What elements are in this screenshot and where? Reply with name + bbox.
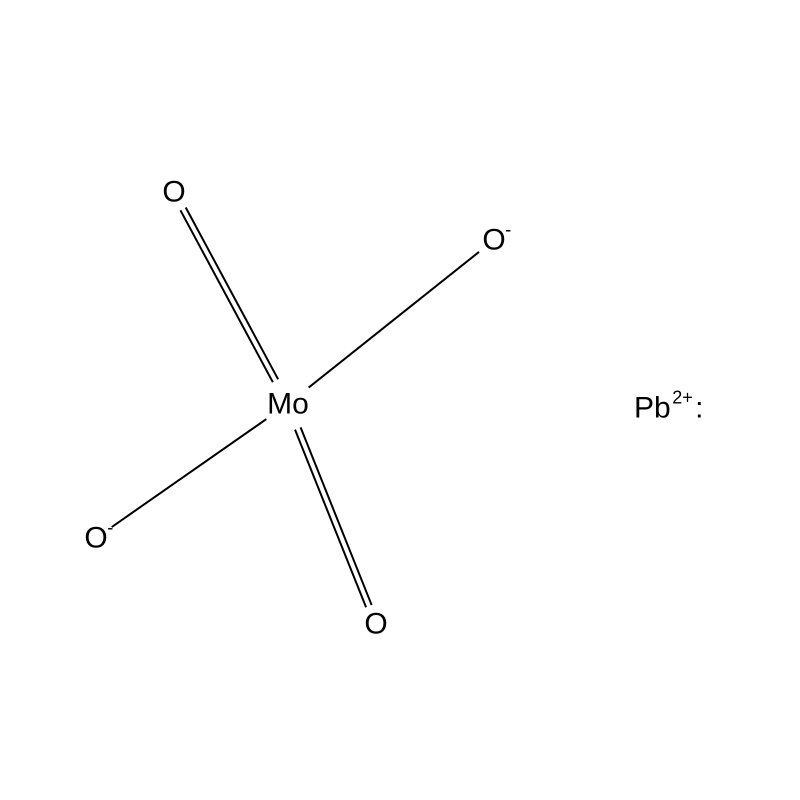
counterion-label: Pb (634, 392, 671, 425)
atom-center-mo: Mo (267, 388, 309, 421)
atom-O_bottom_left-charge: - (107, 518, 113, 538)
atom-O_top_left-label: O (162, 176, 185, 209)
bond-line (295, 430, 366, 608)
counterion-lonepair: : (695, 392, 703, 425)
atom-O_top_right: O- (482, 220, 511, 257)
bond-line (180, 210, 272, 382)
bond-line (301, 427, 372, 605)
atom-O_bottom_right: O (364, 608, 387, 641)
atom-O_bottom_left-label: O (84, 522, 107, 555)
atom-center-mo-label: Mo (267, 388, 309, 421)
counterion-charge: 2+ (672, 388, 693, 408)
atom-O_bottom_left: O- (84, 518, 113, 555)
atom-O_top_left: O (162, 176, 185, 209)
atom-O_top_right-label: O (482, 224, 505, 257)
atom-O_top_right-charge: - (505, 220, 511, 240)
bond-line (112, 419, 267, 527)
bond-line (309, 252, 479, 388)
molecule-canvas: MoOO-O-OPb2+: (0, 0, 800, 800)
atom-O_bottom_right-label: O (364, 608, 387, 641)
counterion-pb: Pb2+: (634, 388, 703, 425)
bond-line (186, 207, 278, 379)
